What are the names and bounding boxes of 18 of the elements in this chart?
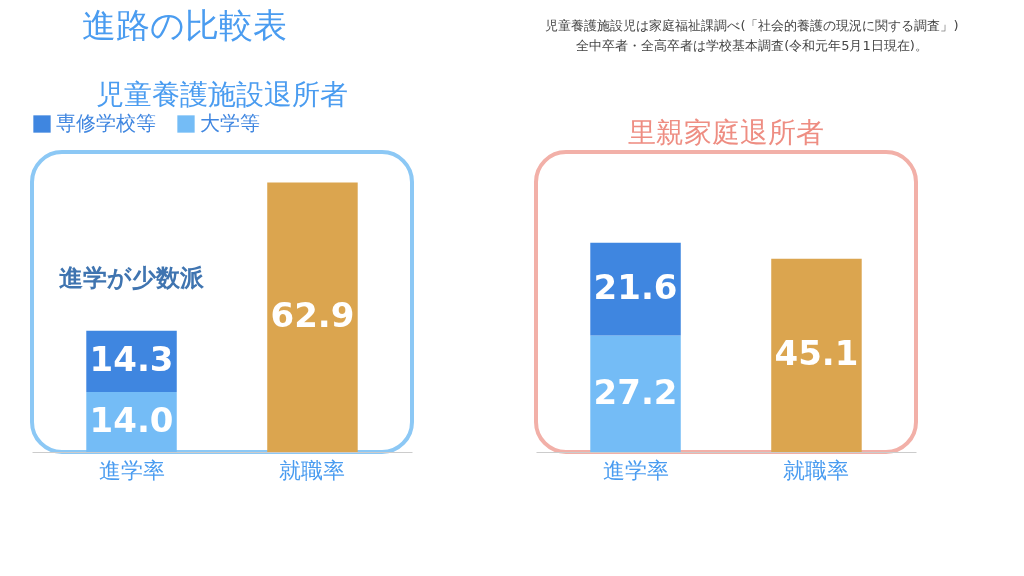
data-label: 14.0: [89, 400, 174, 440]
annotation: 進学が少数派: [59, 263, 206, 292]
text: 児童養護施設児は家庭福祉課調べ(「社会的養護の現況に関する調査」): [545, 18, 959, 33]
data-label: 27.2: [593, 371, 678, 412]
data-label: 62.9: [270, 295, 355, 336]
text: 全中卒者・全高卒者は学校基本調査(令和元年5月1日現在)。: [576, 38, 928, 53]
legend-label: 専修学校等: [56, 111, 156, 135]
chart-title: 児童養護施設退所者: [96, 78, 348, 111]
text: 進路の比較表: [82, 5, 287, 45]
x-tick-label: 進学率: [602, 457, 669, 483]
legend-label: 大学等: [200, 111, 260, 135]
chart-title: 里親家庭退所者: [628, 116, 824, 149]
data-label: 21.6: [593, 267, 678, 308]
x-tick-label: 就職率: [279, 457, 346, 483]
x-tick-label: 進学率: [98, 457, 165, 483]
x-tick-label: 就職率: [783, 457, 850, 483]
data-label: 14.3: [89, 339, 174, 380]
data-label: 45.1: [774, 333, 859, 374]
